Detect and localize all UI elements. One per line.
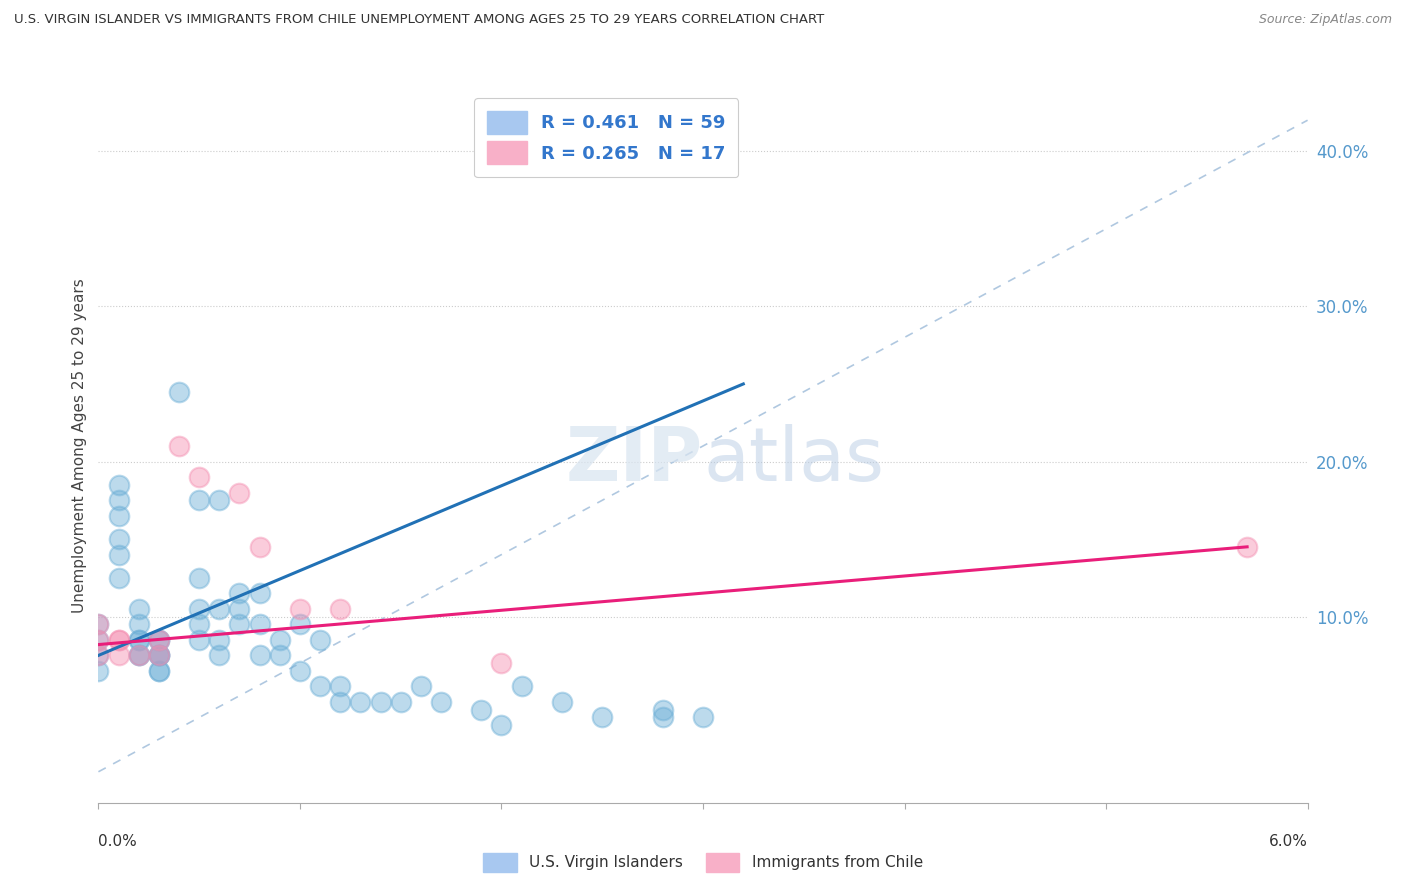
Point [249, 648, 271, 663]
Point [188, 632, 211, 647]
Point [491, 656, 513, 670]
Point [148, 664, 170, 678]
Point [87, 664, 110, 678]
Y-axis label: Unemployment Among Ages 25 to 29 years: Unemployment Among Ages 25 to 29 years [72, 278, 87, 614]
Text: Source: ZipAtlas.com: Source: ZipAtlas.com [1258, 13, 1392, 27]
Point [128, 648, 150, 663]
Point [228, 617, 250, 632]
Point [87, 617, 110, 632]
Point [269, 648, 291, 663]
Text: ZIP: ZIP [565, 424, 703, 497]
Point [651, 703, 673, 717]
Text: U.S. VIRGIN ISLANDER VS IMMIGRANTS FROM CHILE UNEMPLOYMENT AMONG AGES 25 TO 29 Y: U.S. VIRGIN ISLANDER VS IMMIGRANTS FROM … [14, 13, 824, 27]
Point [128, 648, 150, 663]
Point [167, 439, 190, 453]
Point [148, 632, 170, 647]
Point [249, 617, 271, 632]
Point [148, 632, 170, 647]
Point [128, 648, 150, 663]
Point [188, 470, 211, 484]
Point [87, 632, 110, 647]
Point [107, 493, 129, 508]
Point [128, 617, 150, 632]
Text: 6.0%: 6.0% [1268, 834, 1308, 849]
Point [188, 571, 211, 585]
Point [148, 648, 170, 663]
Point [128, 602, 150, 616]
Point [309, 680, 332, 694]
Point [107, 632, 129, 647]
Point [188, 602, 211, 616]
Point [470, 703, 492, 717]
Point [208, 648, 231, 663]
Point [228, 485, 250, 500]
Point [148, 648, 170, 663]
Point [228, 586, 250, 600]
Point [269, 632, 291, 647]
Point [510, 680, 533, 694]
Point [370, 695, 392, 709]
Legend: U.S. Virgin Islanders, Immigrants from Chile: U.S. Virgin Islanders, Immigrants from C… [475, 845, 931, 880]
Point [329, 680, 352, 694]
Point [389, 695, 412, 709]
Point [288, 617, 311, 632]
Legend: R = 0.461   N = 59, R = 0.265   N = 17: R = 0.461 N = 59, R = 0.265 N = 17 [474, 98, 738, 178]
Point [409, 680, 432, 694]
Text: 0.0%: 0.0% [98, 834, 138, 849]
Point [107, 532, 129, 546]
Point [329, 602, 352, 616]
Point [249, 586, 271, 600]
Point [107, 632, 129, 647]
Point [107, 548, 129, 562]
Point [491, 718, 513, 732]
Point [692, 710, 714, 724]
Point [349, 695, 371, 709]
Point [148, 648, 170, 663]
Point [228, 602, 250, 616]
Point [148, 664, 170, 678]
Text: atlas: atlas [703, 424, 884, 497]
Point [1236, 540, 1258, 554]
Point [167, 384, 190, 399]
Point [208, 602, 231, 616]
Point [208, 493, 231, 508]
Point [87, 648, 110, 663]
Point [288, 664, 311, 678]
Point [128, 632, 150, 647]
Point [128, 632, 150, 647]
Point [309, 632, 332, 647]
Point [87, 632, 110, 647]
Point [107, 508, 129, 523]
Point [208, 632, 231, 647]
Point [329, 695, 352, 709]
Point [107, 477, 129, 491]
Point [107, 648, 129, 663]
Point [651, 710, 673, 724]
Point [249, 540, 271, 554]
Point [288, 602, 311, 616]
Point [107, 571, 129, 585]
Point [430, 695, 453, 709]
Point [87, 648, 110, 663]
Point [551, 695, 574, 709]
Point [188, 617, 211, 632]
Point [148, 648, 170, 663]
Point [87, 617, 110, 632]
Point [591, 710, 613, 724]
Point [188, 493, 211, 508]
Point [148, 632, 170, 647]
